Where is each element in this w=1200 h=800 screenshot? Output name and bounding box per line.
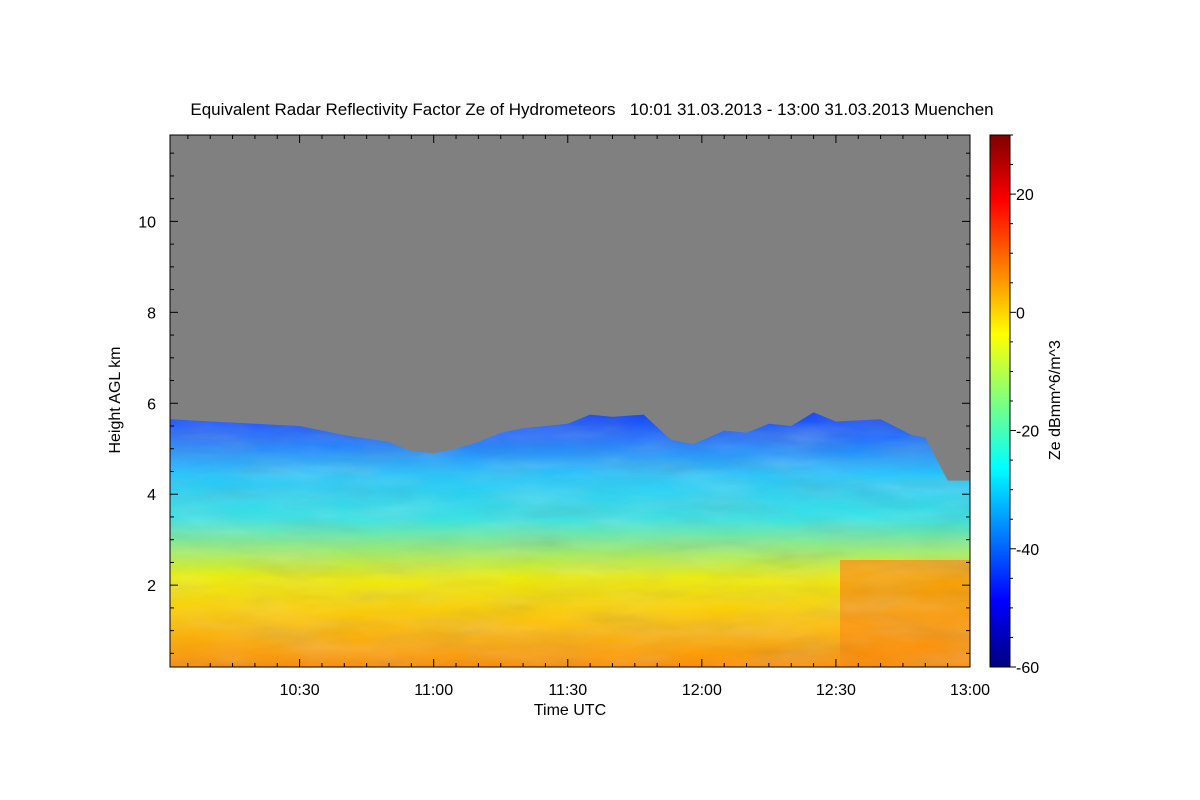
y-tick-label: 2 xyxy=(147,578,156,595)
colorbar xyxy=(989,134,1011,668)
colorbar-tick-label: -60 xyxy=(1016,660,1039,677)
x-tick-label: 10:30 xyxy=(280,682,320,699)
y-tick-label: 4 xyxy=(147,487,156,504)
colorbar-label: Ze dBmm^6/m^3 xyxy=(1047,340,1064,460)
plot-area xyxy=(170,135,970,667)
colorbar-tick-label: -20 xyxy=(1016,424,1039,441)
y-axis-label: Height AGL km xyxy=(107,346,124,453)
y-tick-label: 8 xyxy=(147,305,156,322)
y-tick-label: 6 xyxy=(147,396,156,413)
x-tick-label: 12:30 xyxy=(816,682,856,699)
colorbar-tick-label: -40 xyxy=(1016,542,1039,559)
colorbar-tick-label: 20 xyxy=(1016,187,1034,204)
x-tick-label: 13:00 xyxy=(950,682,990,699)
colorbar-tick-label: 0 xyxy=(1016,305,1025,322)
chart-title: Equivalent Radar Reflectivity Factor Ze … xyxy=(190,100,993,119)
y-tick-label: 10 xyxy=(138,214,156,231)
colorbar-axis: 20 0 -20 -40 -60 xyxy=(1010,134,1039,677)
x-tick-label: 12:00 xyxy=(682,682,722,699)
reflectivity-field xyxy=(170,412,970,667)
x-tick-label: 11:30 xyxy=(548,682,587,699)
x-tick-label: 11:00 xyxy=(414,682,453,699)
x-axis: 10:30 11:00 11:30 12:00 12:30 13:00 xyxy=(187,135,990,699)
x-axis-label: Time UTC xyxy=(534,702,606,719)
plot-frame xyxy=(169,134,971,668)
y-axis: 2 4 6 8 10 xyxy=(138,152,970,654)
